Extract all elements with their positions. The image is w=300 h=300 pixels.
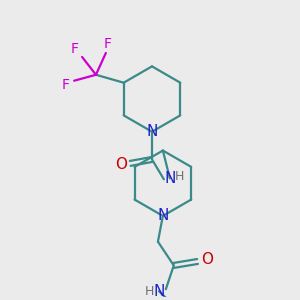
Text: F: F (61, 78, 69, 92)
Text: O: O (115, 157, 127, 172)
Text: H: H (175, 170, 184, 183)
Text: N: N (164, 171, 176, 186)
Text: H: H (144, 285, 154, 298)
Text: N: N (153, 284, 165, 299)
Text: F: F (104, 37, 112, 51)
Text: F: F (70, 42, 78, 56)
Text: O: O (201, 252, 213, 267)
Text: N: N (157, 208, 169, 224)
Text: N: N (146, 124, 158, 139)
